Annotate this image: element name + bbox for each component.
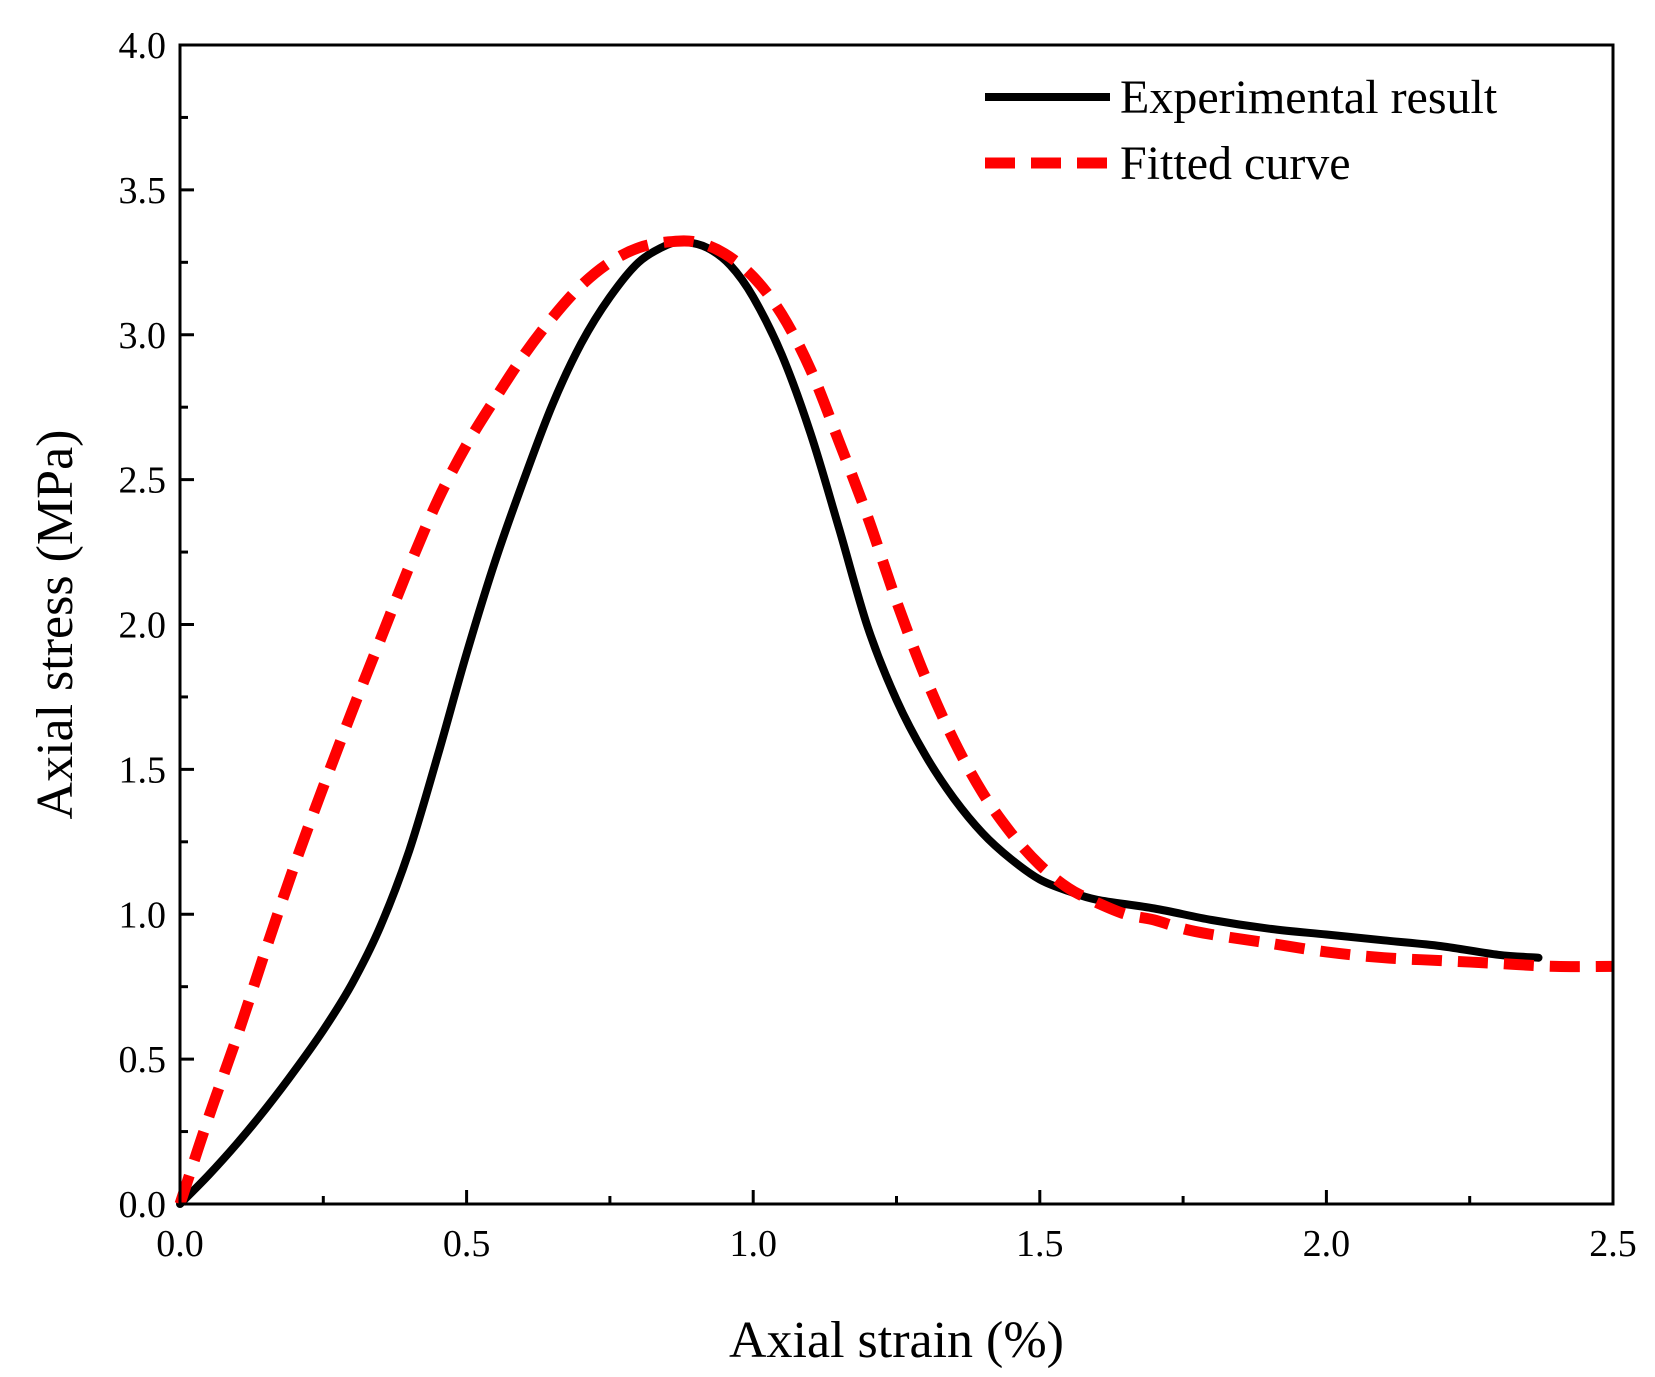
y-tick-label-2.5: 2.5 [119, 460, 167, 502]
legend-label-experimental-result: Experimental result [1120, 71, 1498, 124]
y-tick-label-0.0: 0.0 [119, 1184, 167, 1226]
x-axis-title: Axial strain (%) [729, 1312, 1064, 1369]
legend-label-fitted-curve: Fitted curve [1120, 137, 1351, 190]
y-tick-label-3.5: 3.5 [119, 170, 167, 212]
series-layer [174, 235, 1614, 1208]
x-tick-label-1.0: 1.0 [729, 1223, 777, 1265]
x-tick-label-0.0: 0.0 [156, 1223, 204, 1265]
legend: Experimental result Fitted curve [985, 71, 1498, 190]
series-line-experimental-result [176, 237, 1543, 1208]
plot-area-frame [178, 43, 1615, 1206]
axis-tick-labels: 0.0 0.5 1.0 1.5 2.0 2.5 0.0 0.5 1.0 1.5 2.0 2.5 3.0 3… [119, 25, 1637, 1265]
y-tick-label-1.5: 1.5 [119, 749, 167, 791]
x-tick-label-2.0: 2.0 [1303, 1223, 1351, 1265]
y-axis-title: Axial stress (MPa) [27, 430, 84, 820]
y-tick-label-4.0: 4.0 [119, 25, 167, 67]
series-line-fitted-curve [174, 235, 1614, 1206]
x-tick-label-0.5: 0.5 [443, 1223, 491, 1265]
x-tick-label-1.5: 1.5 [1016, 1223, 1064, 1265]
y-tick-label-3.0: 3.0 [119, 315, 167, 357]
x-tick-label-2.5: 2.5 [1589, 1223, 1637, 1265]
y-tick-label-2.0: 2.0 [119, 605, 167, 647]
axis-ticks [178, 43, 1615, 1206]
y-tick-label-1.0: 1.0 [119, 894, 167, 936]
y-tick-label-0.5: 0.5 [119, 1039, 167, 1081]
